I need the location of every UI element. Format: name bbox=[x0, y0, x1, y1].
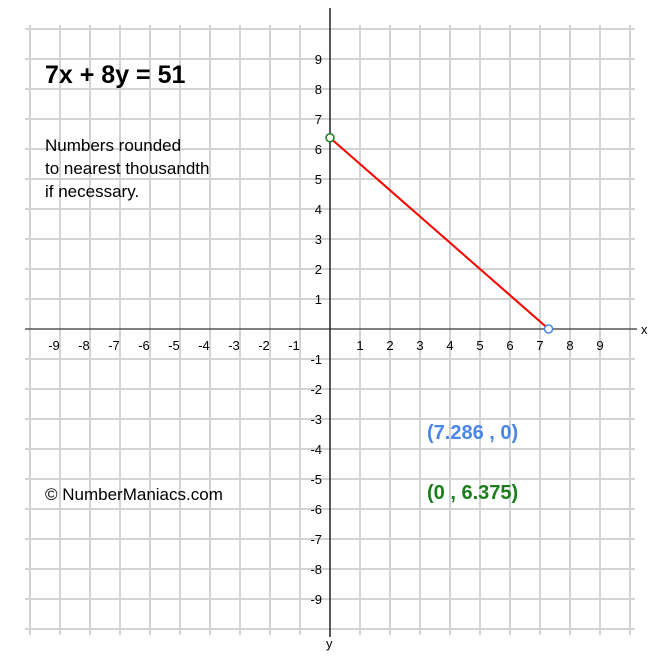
x-tick-label: 8 bbox=[566, 338, 573, 353]
intercept-point bbox=[543, 324, 554, 334]
y-tick-label: 1 bbox=[315, 292, 322, 307]
x-tick-label: -4 bbox=[198, 338, 210, 353]
x-tick-label: -9 bbox=[48, 338, 60, 353]
rounding-note: Numbers rounded to nearest thousandth if… bbox=[45, 136, 210, 201]
x-tick-label: -3 bbox=[228, 338, 240, 353]
x-intercept-label: (7.286 , 0) bbox=[427, 422, 519, 444]
x-tick-label: 2 bbox=[386, 338, 393, 353]
x-tick-label: -2 bbox=[258, 338, 270, 353]
x-tick-label: -8 bbox=[78, 338, 90, 353]
chart-title: 7x + 8y = 51 bbox=[45, 61, 186, 89]
equation-line bbox=[329, 136, 550, 330]
x-tick-label: 4 bbox=[446, 338, 453, 353]
y-tick-label: -3 bbox=[310, 412, 322, 427]
x-tick-label: -6 bbox=[138, 338, 150, 353]
y-tick-label: -8 bbox=[310, 562, 322, 577]
y-axis-label: y bbox=[326, 636, 333, 651]
x-tick-label: -1 bbox=[288, 338, 300, 353]
x-tick-label: 5 bbox=[476, 338, 483, 353]
y-tick-label: -1 bbox=[310, 352, 322, 367]
y-tick-label: 8 bbox=[315, 82, 322, 97]
x-tick-label: 7 bbox=[536, 338, 543, 353]
intercept-point bbox=[325, 133, 335, 143]
x-axis-label: x bbox=[641, 322, 648, 337]
y-tick-label: 9 bbox=[315, 52, 322, 67]
y-tick-label: 2 bbox=[315, 262, 322, 277]
x-tick-label: -7 bbox=[108, 338, 120, 353]
y-tick-label: -5 bbox=[310, 472, 322, 487]
y-tick-label: -2 bbox=[310, 382, 322, 397]
x-tick-label: -5 bbox=[168, 338, 180, 353]
y-tick-label: -7 bbox=[310, 532, 322, 547]
y-tick-label: -4 bbox=[310, 442, 322, 457]
credit: © NumberManiacs.com bbox=[45, 485, 223, 504]
x-tick-label: 3 bbox=[416, 338, 423, 353]
y-tick-label: -9 bbox=[310, 592, 322, 607]
y-tick-label: 5 bbox=[315, 172, 322, 187]
x-tick-label: 1 bbox=[356, 338, 363, 353]
y-tick-label: 4 bbox=[315, 202, 322, 217]
y-tick-label: 7 bbox=[315, 112, 322, 127]
x-tick-label: 6 bbox=[506, 338, 513, 353]
x-tick-label: 9 bbox=[596, 338, 603, 353]
y-tick-label: 3 bbox=[315, 232, 322, 247]
y-tick-label: -6 bbox=[310, 502, 322, 517]
y-intercept-label: (0 , 6.375) bbox=[427, 482, 519, 504]
y-tick-label: 6 bbox=[315, 142, 322, 157]
